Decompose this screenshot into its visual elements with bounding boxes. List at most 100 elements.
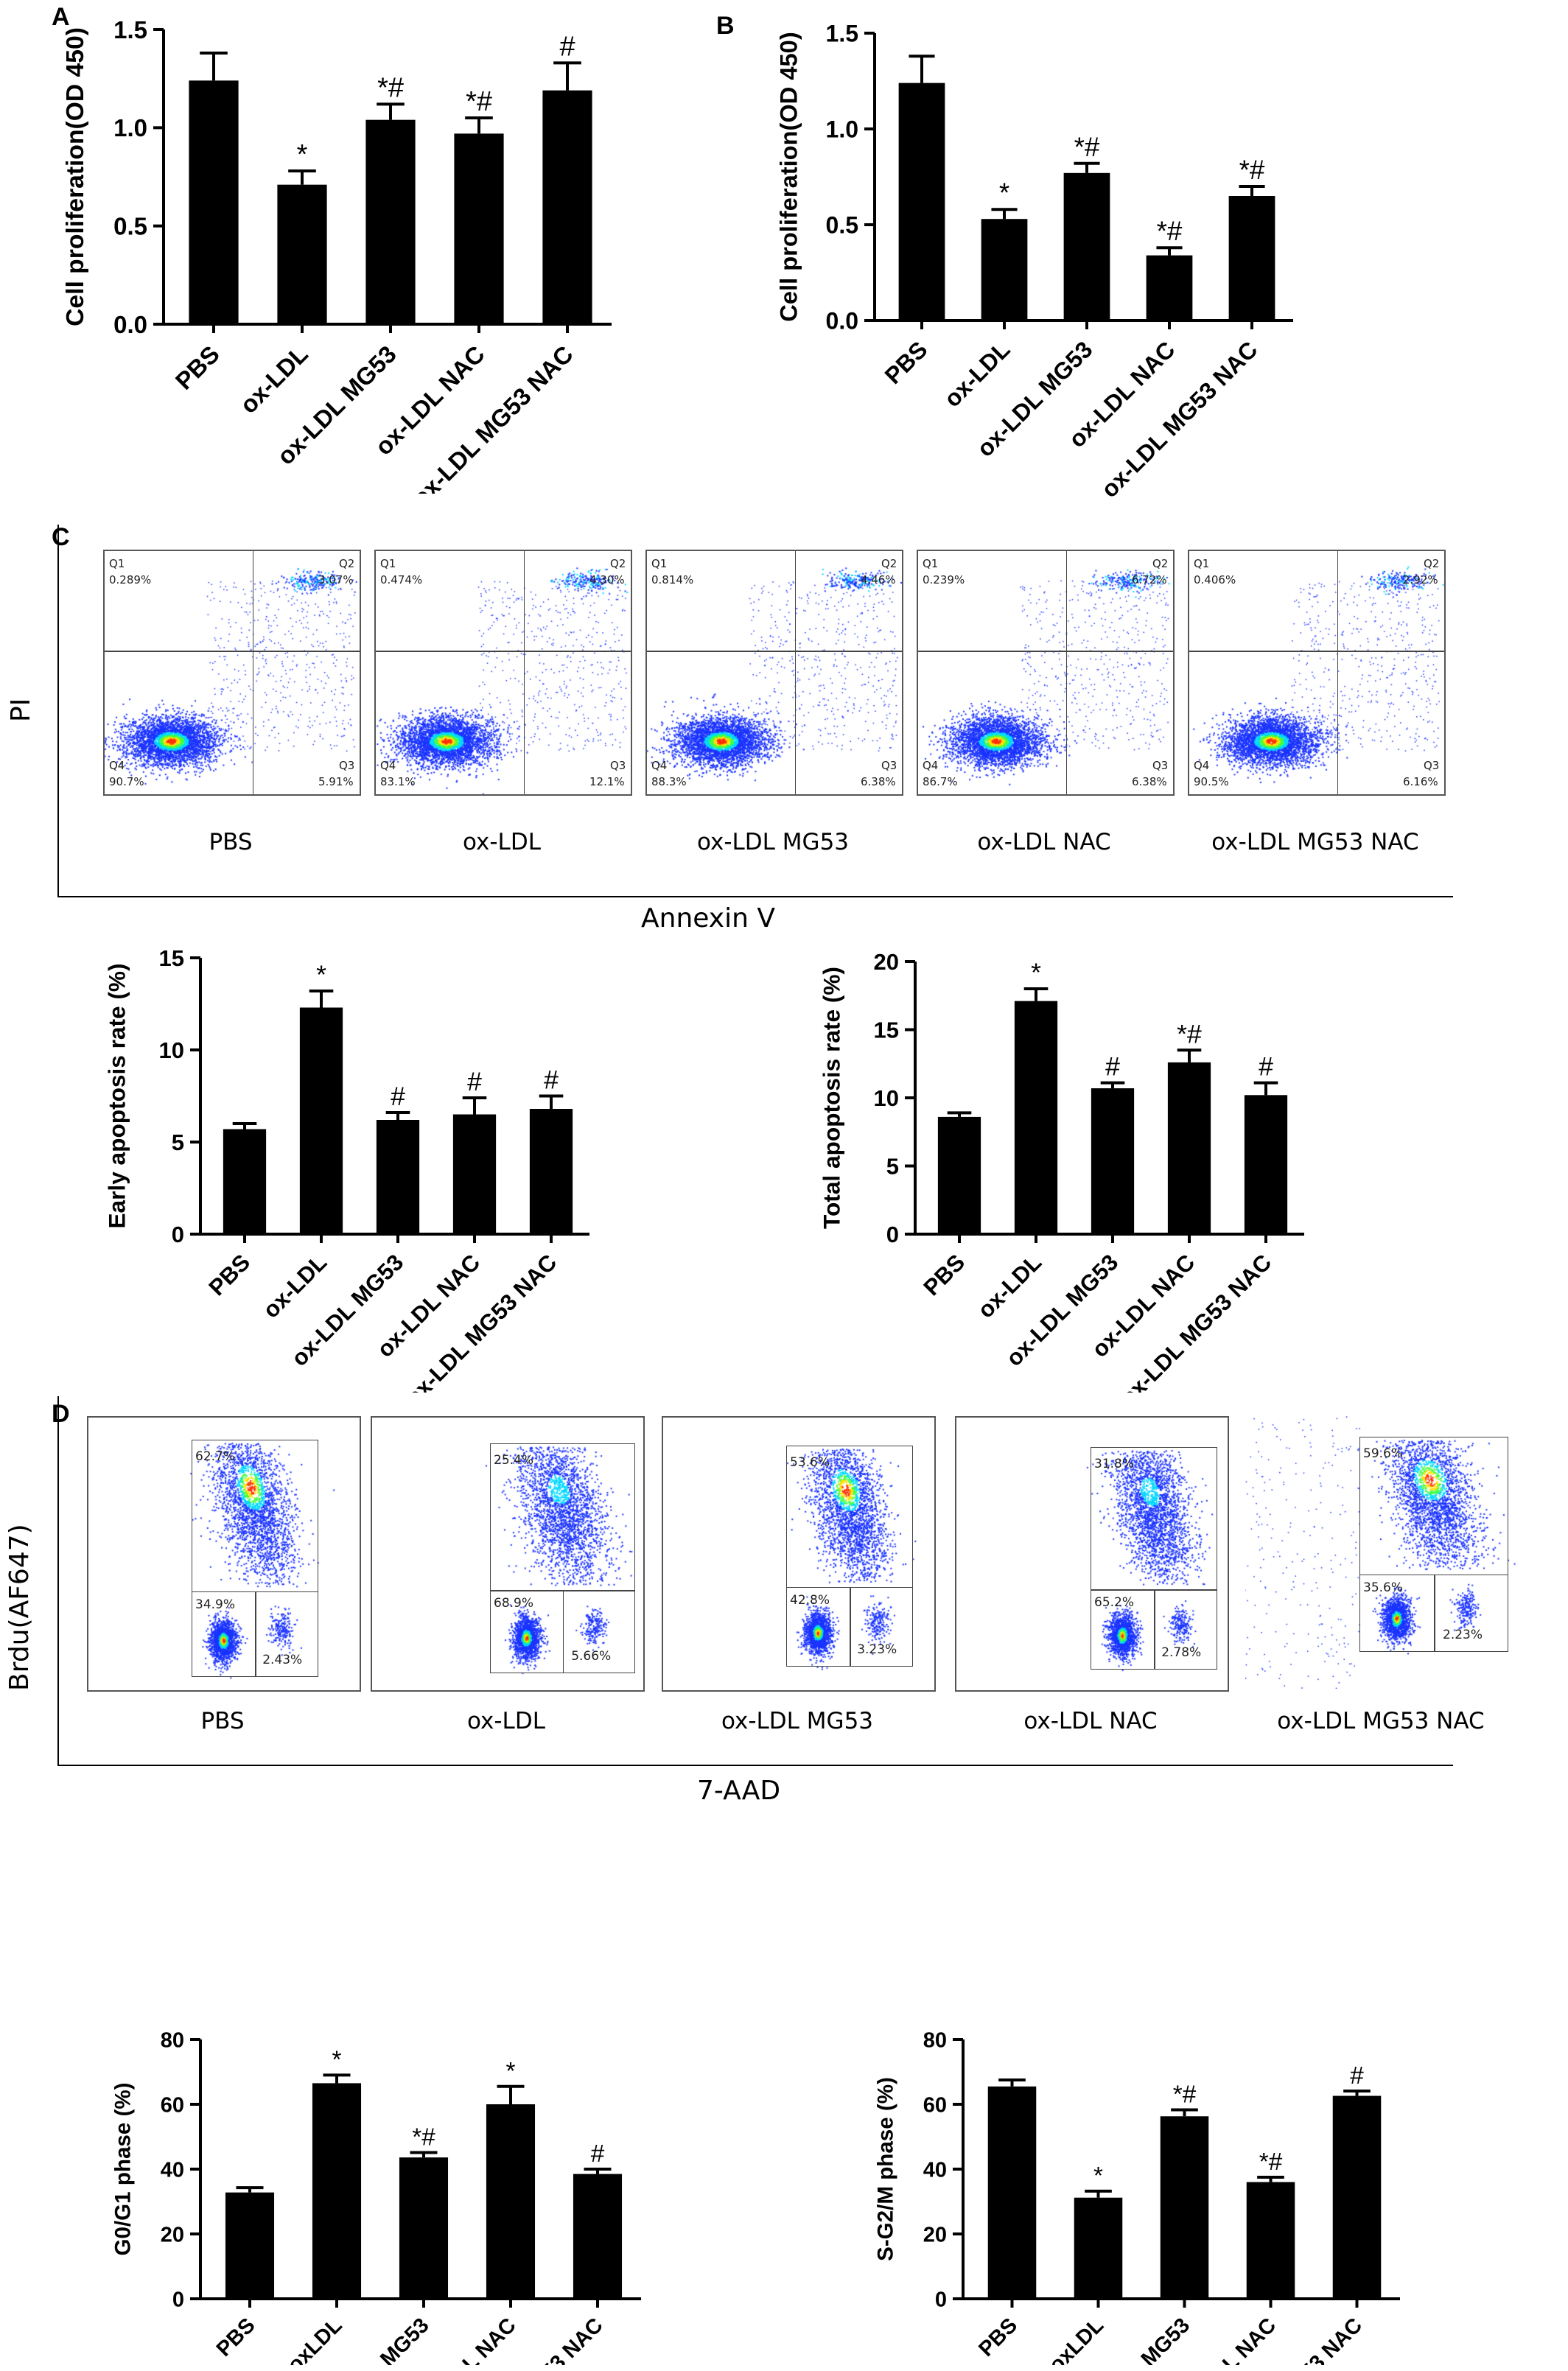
chart-c1: 0 5 10 15 Early apoptosis rate (%) PBS * ox-LDL… <box>103 936 663 1411</box>
cell-cycle-gate: 31.8% 65.2% 2.78% <box>1091 1447 1217 1670</box>
quadrant-label-q2: 4.30% <box>589 573 625 586</box>
significance-label: # <box>1350 2062 1364 2090</box>
quadrant-label-q1: 0.814% <box>651 573 694 586</box>
y-tick-label: 60 <box>161 2093 184 2117</box>
quadrant-label-q4_name: Q4 <box>109 759 125 772</box>
quadrant-label-q1_name: Q1 <box>380 557 396 570</box>
y-tick-label: 0.0 <box>826 308 858 335</box>
significance-label: *# <box>1239 155 1265 185</box>
phase-percent-s: 31.8% <box>1094 1457 1135 1471</box>
quadrant-label-q1: 0.406% <box>1194 573 1236 586</box>
brdu-7aad-plot: 31.8% 65.2% 2.78% <box>955 1416 1229 1692</box>
bar <box>299 1007 343 1234</box>
bar <box>189 80 239 324</box>
brdu-7aad-plot: 25.4% 68.9% 5.66% <box>371 1416 645 1692</box>
bar <box>1228 196 1275 321</box>
bar <box>542 90 592 325</box>
category-label: PBS <box>974 2314 1022 2361</box>
y-tick-label: 0 <box>935 2288 947 2311</box>
significance-label: *# <box>1157 216 1183 246</box>
y-tick-label: 0.5 <box>826 212 858 239</box>
brdu-7aad-plot: 53.6% 42.8% 3.23% <box>662 1416 936 1692</box>
quadrant-label-q2: 2.92% <box>1403 573 1438 586</box>
condition-label: ox-LDL <box>463 829 541 855</box>
category-label: ox-LDL <box>258 1250 332 1323</box>
condition-label: PBS <box>200 1708 245 1734</box>
panel-letter-c: C <box>52 523 70 551</box>
y-axis-label: Total apoptosis rate (%) <box>819 967 845 1229</box>
phase-percent-g1: 68.9% <box>494 1596 534 1611</box>
bar <box>312 2083 362 2299</box>
phase-percent-g2: 5.66% <box>571 1649 612 1664</box>
significance-label: *# <box>1173 2081 1197 2108</box>
condition-label: ox-LDL MG53 NAC <box>1211 829 1419 855</box>
bar <box>1146 255 1193 321</box>
condition-label: ox-LDL MG53 <box>696 829 850 855</box>
quadrant-label-q1_name: Q1 <box>923 557 939 570</box>
scatter-dots <box>105 551 360 794</box>
quadrant-label-q4_name: Q4 <box>1194 759 1210 772</box>
y-tick-label: 0 <box>172 1222 184 1247</box>
quadrant-label-q1_name: Q1 <box>651 557 668 570</box>
phase-percent-g2: 2.23% <box>1443 1628 1483 1642</box>
quadrant-label-q3: 5.91% <box>318 775 354 788</box>
quadrant-gate-vertical <box>252 551 254 794</box>
quadrant-label-q3_name: Q3 <box>1424 759 1440 772</box>
significance-label: *# <box>1074 132 1100 162</box>
bar <box>454 133 504 325</box>
significance-label: # <box>391 1082 405 1111</box>
y-tick-label: 80 <box>161 2028 184 2052</box>
quadrant-label-q4: 90.5% <box>1194 775 1229 788</box>
bar <box>937 1116 981 1234</box>
quadrant-label-q1: 0.474% <box>380 573 423 586</box>
bar <box>399 2157 449 2299</box>
condition-label: ox-LDL NAC <box>977 829 1111 855</box>
quadrant-label-q4_name: Q4 <box>380 759 396 772</box>
chart-svg: 0 20 40 60 80 S-G2/M phase (%) PBS * oxLDL *# oxLD… <box>873 2028 1400 2371</box>
panel-letter-b: B <box>716 12 735 40</box>
category-label: PBS <box>203 1250 255 1301</box>
chart-svg: 0.0 0.5 1.0 1.5 Cell proliferation(OD 450) PB… <box>774 21 1293 502</box>
bar <box>365 119 416 324</box>
bar <box>987 2086 1037 2299</box>
chart-b: 0.0 0.5 1.0 1.5 Cell proliferation(OD 450) PB… <box>707 15 1341 502</box>
quadrant-gate-horizontal <box>918 651 1173 652</box>
quadrant-label-q3: 12.1% <box>589 775 625 788</box>
y-axis-label: Early apoptosis rate (%) <box>104 963 130 1228</box>
annexin-pi-plot: Q1 0.239% Q2 6.72% Q4 86.7% Q3 6.38% <box>917 550 1175 796</box>
phase-percent-g2: 2.43% <box>262 1653 303 1667</box>
category-label: oxLDL MG53 <box>1086 2314 1195 2365</box>
category-label: PBS <box>880 336 933 389</box>
bar <box>223 1129 267 1234</box>
bar <box>277 184 327 324</box>
phase-percent-s: 53.6% <box>790 1455 830 1470</box>
quadrant-label-q1_name: Q1 <box>109 557 125 570</box>
significance-label: # <box>1105 1052 1120 1082</box>
cell-cycle-gate: 25.4% 68.9% 5.66% <box>490 1443 635 1673</box>
y-tick-label: 15 <box>159 945 184 971</box>
quadrant-label-q4: 86.7% <box>923 775 958 788</box>
quadrant-gate-vertical <box>794 551 797 794</box>
quadrant-gate-vertical <box>523 551 525 794</box>
phase-percent-g1: 35.6% <box>1363 1580 1404 1595</box>
quadrant-label-q2_name: Q2 <box>1424 557 1440 570</box>
condition-label: ox-LDL MG53 <box>721 1708 874 1734</box>
quadrant-label-q2_name: Q2 <box>881 557 897 570</box>
bar <box>1244 1095 1288 1234</box>
condition-label: ox-LDL <box>467 1708 545 1734</box>
bar <box>1074 2197 1123 2299</box>
category-label: ox-LDL <box>234 340 313 419</box>
gate-divider-vertical <box>562 1590 564 1673</box>
phase-percent-g1: 65.2% <box>1094 1595 1135 1610</box>
scatter-dots <box>372 1418 643 1690</box>
bar <box>1063 172 1110 321</box>
quadrant-label-q2_name: Q2 <box>610 557 626 570</box>
gate-divider-vertical <box>850 1586 851 1666</box>
y-tick-label: 1.0 <box>113 114 147 141</box>
quadrant-gate-horizontal <box>647 651 902 652</box>
quadrant-label-q1: 0.239% <box>923 573 965 586</box>
cell-cycle-gate: 53.6% 42.8% 3.23% <box>786 1446 913 1667</box>
y-axis-label: Cell proliferation(OD 450) <box>62 27 89 326</box>
bar <box>1246 2182 1295 2299</box>
significance-label: * <box>316 960 326 990</box>
